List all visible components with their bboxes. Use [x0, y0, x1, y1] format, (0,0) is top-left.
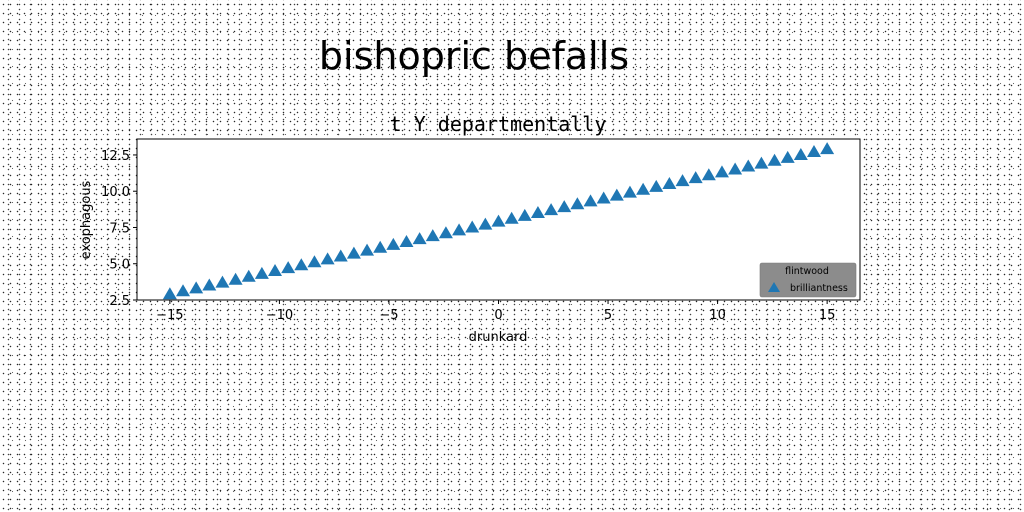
- x-axis-label: drunkard: [469, 330, 528, 345]
- data-point: [307, 255, 322, 268]
- data-point: [281, 261, 296, 274]
- data-point: [701, 168, 716, 181]
- data-point: [491, 214, 506, 227]
- y-tick-label: 7.5: [109, 221, 130, 236]
- data-point: [649, 179, 664, 192]
- legend-title: flintwood: [785, 266, 829, 277]
- data-point: [478, 217, 493, 230]
- x-tick-label: 5: [604, 308, 612, 323]
- chart-title: t Y departmentally: [390, 112, 607, 136]
- data-point: [294, 258, 309, 271]
- data-point: [714, 165, 729, 178]
- x-tick-label: −15: [156, 308, 183, 323]
- data-point: [570, 197, 585, 210]
- data-point: [320, 252, 335, 265]
- data-point: [596, 191, 611, 204]
- data-point: [425, 229, 440, 242]
- data-point: [636, 182, 651, 195]
- data-point: [806, 145, 821, 158]
- data-point: [622, 185, 637, 198]
- data-point: [754, 156, 769, 169]
- data-point: [162, 287, 177, 300]
- legend-box: [759, 262, 857, 298]
- data-point: [360, 243, 375, 256]
- y-tick-label: 5.0: [109, 258, 130, 273]
- data-point: [268, 263, 283, 276]
- data-point: [202, 278, 217, 291]
- data-point: [241, 269, 256, 282]
- data-point: [517, 208, 532, 221]
- legend: flintwood brilliantness: [759, 262, 857, 298]
- data-point: [767, 153, 782, 166]
- data-point: [399, 234, 414, 247]
- x-axis: −15 −10 −5 0 5 10 15: [156, 300, 835, 323]
- data-point: [820, 142, 835, 155]
- y-tick-label: 2.5: [109, 294, 130, 309]
- figure-suptitle: bishopric befalls: [318, 34, 630, 78]
- data-point: [741, 159, 756, 172]
- y-axis-label: exophagous: [79, 180, 94, 259]
- x-tick-label: −10: [266, 308, 293, 323]
- data-point: [346, 246, 361, 259]
- data-point: [662, 176, 677, 189]
- data-point: [452, 223, 467, 236]
- data-point: [728, 162, 743, 175]
- legend-label: brilliantness: [790, 283, 848, 294]
- data-point: [438, 226, 453, 239]
- data-point: [793, 147, 808, 160]
- data-point: [215, 275, 230, 288]
- data-point: [583, 194, 598, 207]
- x-tick-label: 15: [819, 308, 836, 323]
- y-axis: 2.5 5.0 7.5 10.0 12.5: [101, 149, 137, 309]
- data-point: [254, 266, 269, 279]
- y-tick-label: 10.0: [101, 185, 130, 200]
- legend-marker-icon: [768, 282, 780, 292]
- data-point: [609, 188, 624, 201]
- data-point: [465, 220, 480, 233]
- data-point: [333, 249, 348, 262]
- data-point: [412, 232, 427, 245]
- x-tick-label: 0: [494, 308, 502, 323]
- markers-layer: [162, 142, 835, 300]
- data-point: [544, 203, 559, 216]
- data-point: [189, 281, 204, 294]
- data-point: [530, 205, 545, 218]
- data-point: [228, 272, 243, 285]
- data-point: [780, 150, 795, 163]
- data-point: [386, 237, 401, 250]
- data-point: [504, 211, 519, 224]
- data-point: [373, 240, 388, 253]
- data-point: [675, 174, 690, 187]
- data-point: [176, 284, 191, 297]
- x-tick-label: 10: [709, 308, 726, 323]
- y-tick-label: 12.5: [101, 149, 130, 164]
- data-point: [688, 171, 703, 184]
- x-tick-label: −5: [379, 308, 398, 323]
- data-point: [557, 200, 572, 213]
